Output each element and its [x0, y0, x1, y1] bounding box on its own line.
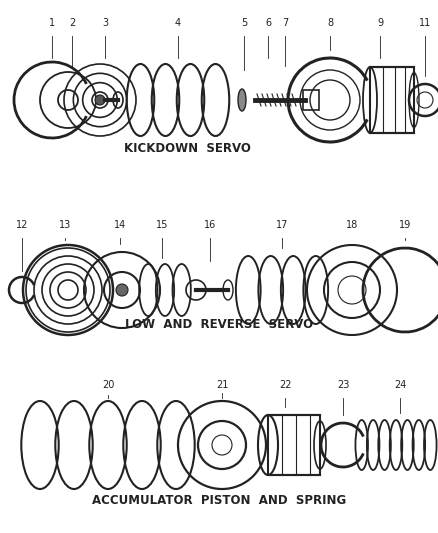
Text: 1: 1 [49, 18, 55, 28]
Text: 9: 9 [377, 18, 383, 28]
Text: 4: 4 [175, 18, 181, 28]
Circle shape [116, 284, 128, 296]
Circle shape [95, 95, 105, 105]
Ellipse shape [238, 89, 246, 111]
Text: 16: 16 [204, 220, 216, 230]
Bar [268, 415, 320, 475]
Text: 18: 18 [346, 220, 358, 230]
Text: 7: 7 [282, 18, 288, 28]
Text: 3: 3 [102, 18, 108, 28]
Text: 6: 6 [265, 18, 271, 28]
Text: 19: 19 [399, 220, 411, 230]
Text: 23: 23 [337, 380, 349, 390]
Text: 8: 8 [327, 18, 333, 28]
Text: 17: 17 [276, 220, 288, 230]
Text: 11: 11 [419, 18, 431, 28]
Bar [370, 67, 414, 133]
Text: 2: 2 [69, 18, 75, 28]
Text: KICKDOWN  SERVO: KICKDOWN SERVO [124, 141, 251, 155]
Text: 21: 21 [216, 380, 228, 390]
Text: 15: 15 [156, 220, 168, 230]
Text: 5: 5 [241, 18, 247, 28]
Text: 20: 20 [102, 380, 114, 390]
Bar [303, 90, 319, 110]
Text: 12: 12 [16, 220, 28, 230]
Text: ACCUMULATOR  PISTON  AND  SPRING: ACCUMULATOR PISTON AND SPRING [92, 494, 346, 506]
Text: 14: 14 [114, 220, 126, 230]
Text: LOW  AND  REVERSE  SERVO: LOW AND REVERSE SERVO [125, 319, 313, 332]
Text: 22: 22 [279, 380, 291, 390]
Text: 13: 13 [59, 220, 71, 230]
Text: 24: 24 [394, 380, 406, 390]
